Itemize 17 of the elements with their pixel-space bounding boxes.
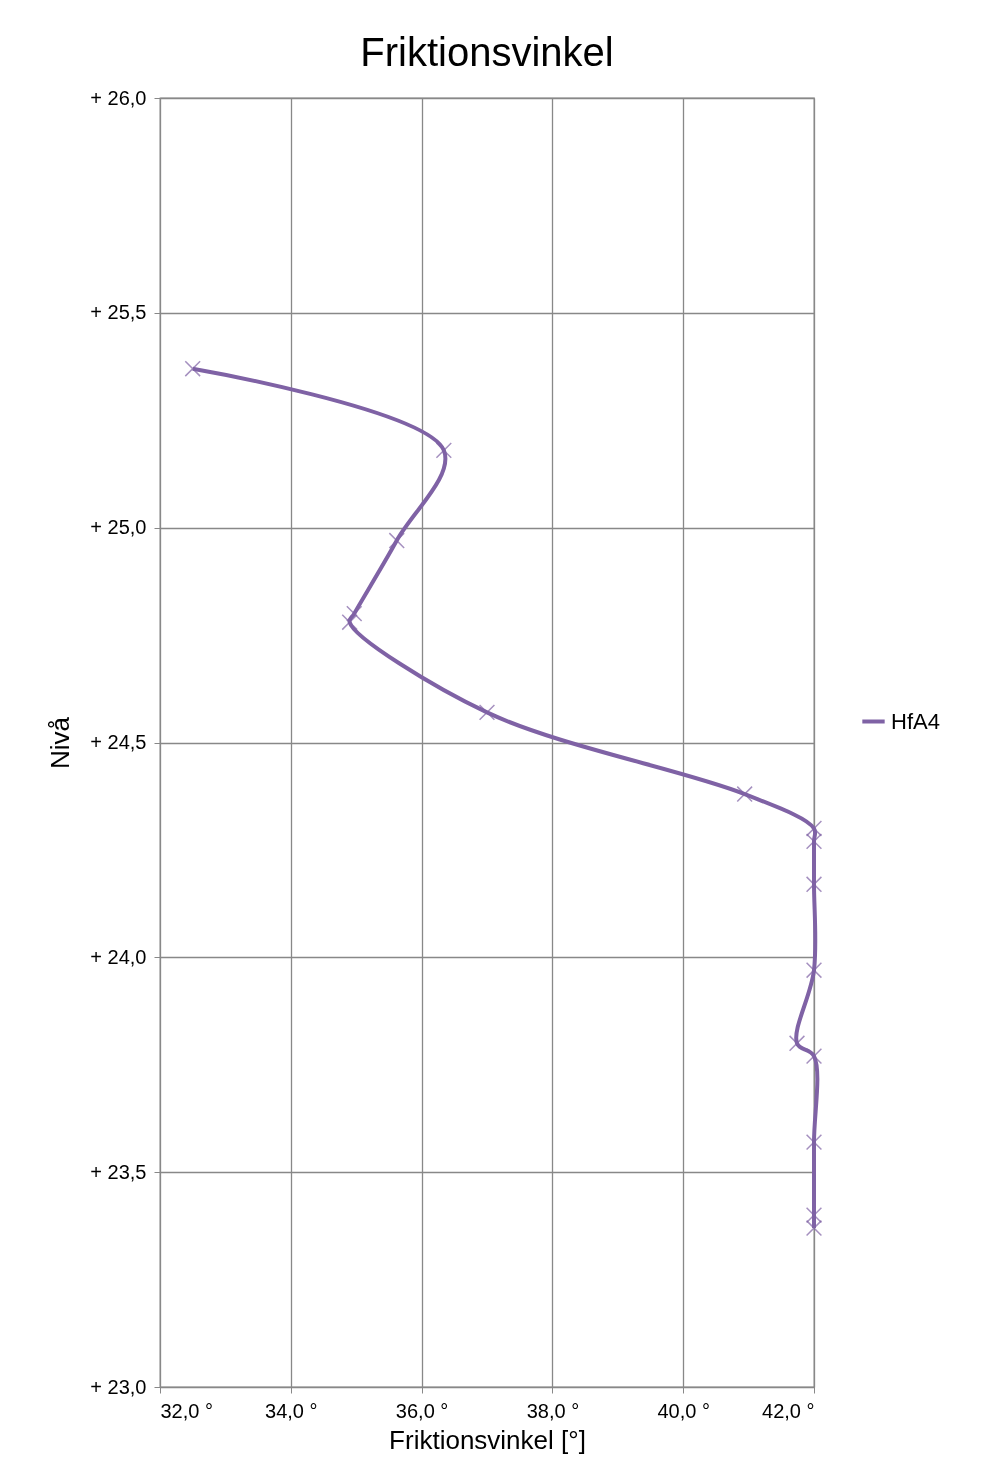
x-tick-label: 38,0 ° bbox=[526, 1399, 580, 1422]
x-tick-label: 40,0 ° bbox=[657, 1399, 710, 1422]
x-axis-title: Friktionsvinkel [°] bbox=[389, 1424, 586, 1455]
y-tick-label: + 25,5 bbox=[90, 301, 147, 324]
y-tick-label: + 26,0 bbox=[90, 86, 147, 109]
y-tick-label: + 24,5 bbox=[90, 731, 147, 753]
x-tick-label: 32,0 ° bbox=[160, 1399, 213, 1422]
x-tick-label: 36,0 ° bbox=[395, 1399, 449, 1422]
y-tick-label: + 25,0 bbox=[90, 516, 147, 539]
y-tick-label: + 23,0 bbox=[90, 1375, 147, 1398]
chart-title: Friktionsvinkel bbox=[360, 30, 614, 74]
x-tick-label: 42,0 ° bbox=[762, 1399, 815, 1422]
legend-label: HfA4 bbox=[891, 708, 940, 734]
y-tick-label: + 23,5 bbox=[90, 1160, 147, 1183]
y-axis-title: Nivå bbox=[45, 716, 76, 770]
x-tick-label: 34,0 ° bbox=[265, 1399, 318, 1422]
y-tick-label: + 24,0 bbox=[90, 945, 147, 968]
